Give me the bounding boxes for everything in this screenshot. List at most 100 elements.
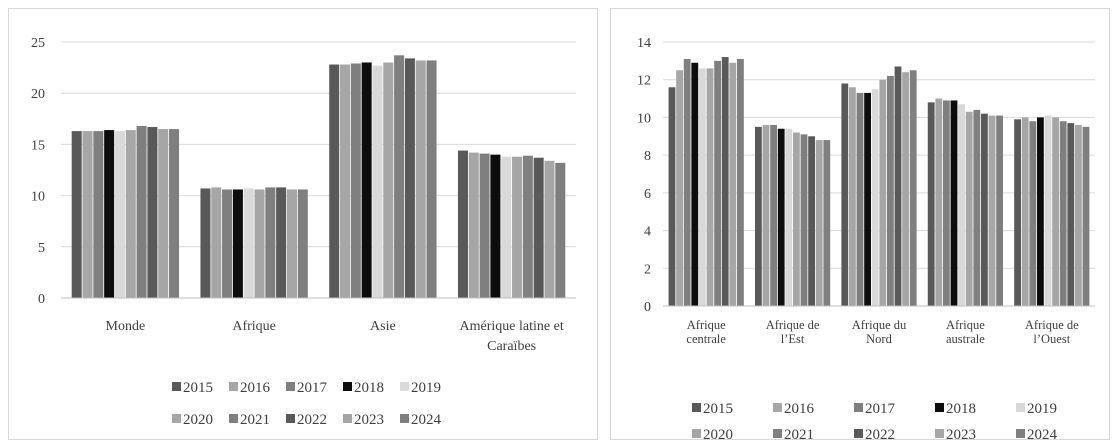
bar [211, 187, 222, 298]
bar [729, 62, 737, 306]
legend-label: 2018 [354, 380, 384, 396]
category-label: Afrique de l’Ouest [1025, 318, 1079, 346]
legend-swatch [172, 414, 181, 423]
bar [1067, 123, 1075, 306]
y-tick-label: 20 [31, 87, 45, 102]
bar [1014, 119, 1021, 306]
bar [737, 58, 744, 306]
legend-label: 2015 [703, 401, 733, 417]
bar [265, 187, 276, 298]
bar [1059, 121, 1067, 306]
bar [169, 129, 180, 298]
legend-swatch [400, 382, 409, 391]
y-tick-label: 10 [637, 111, 651, 126]
y-tick-label: 5 [38, 241, 45, 256]
legend-swatch [773, 429, 782, 438]
bar [793, 132, 800, 306]
legend-label: 2019 [411, 380, 441, 396]
legend-swatch [692, 403, 701, 412]
bar [222, 189, 233, 298]
bar [706, 68, 714, 307]
bar [533, 157, 544, 298]
legend-swatch [229, 414, 238, 423]
bar [668, 87, 676, 306]
legend-swatch [286, 414, 295, 423]
bar [871, 89, 879, 307]
bar [544, 160, 555, 298]
bar [297, 189, 308, 298]
bar [1075, 124, 1082, 306]
bar [785, 128, 793, 306]
bar [1021, 117, 1029, 306]
bar [864, 92, 871, 307]
legend-label: 2022 [865, 427, 895, 439]
bar [361, 62, 372, 299]
legend-label: 2017 [865, 401, 896, 417]
bar [426, 60, 437, 298]
legend-label: 2015 [183, 380, 213, 396]
bar [340, 64, 351, 298]
bar [909, 70, 917, 307]
legend-label: 2023 [354, 412, 384, 428]
y-tick-label: 12 [637, 74, 651, 89]
bar [958, 104, 965, 306]
bar [691, 62, 699, 306]
bar [902, 72, 910, 306]
legend-swatch [343, 414, 352, 423]
bar [512, 156, 523, 298]
bar [501, 156, 512, 298]
category-label: Afrique centrale [686, 318, 726, 346]
bar [754, 126, 762, 306]
bar [894, 66, 902, 306]
bar [770, 124, 777, 306]
legend-swatch [343, 382, 352, 391]
bar [856, 92, 864, 307]
y-tick-label: 2 [644, 262, 651, 277]
bar [254, 189, 265, 298]
bar [232, 189, 243, 298]
bar [879, 79, 887, 306]
bar [350, 63, 361, 299]
legend-label: 2021 [784, 427, 814, 439]
bar [147, 126, 158, 298]
bar [965, 111, 973, 307]
legend-swatch [935, 429, 944, 438]
bar [457, 150, 468, 298]
bar [394, 55, 405, 299]
bar [841, 83, 849, 306]
legend-label: 2016 [240, 380, 271, 396]
y-tick-label: 10 [31, 190, 45, 205]
bar [935, 98, 943, 306]
bar [973, 109, 981, 306]
legend-swatch [854, 429, 863, 438]
y-tick-label: 0 [38, 292, 45, 307]
chart-panel-regions: 0 5 10 15 20 25 Monde Afrique Asie Amérique latin… [8, 8, 598, 440]
bar [815, 140, 823, 306]
bar [927, 102, 935, 306]
category-label: Afrique du Nord [852, 318, 907, 346]
bar [383, 62, 394, 299]
bar [848, 87, 856, 306]
category-label: Afrique [232, 319, 276, 334]
bar [950, 100, 958, 306]
legend-label: 2021 [240, 412, 270, 428]
y-tick-label: 6 [644, 187, 651, 202]
bar [1044, 115, 1052, 307]
legend-label: 2018 [946, 401, 976, 417]
bar [415, 60, 426, 298]
category-label: Afrique australe [946, 318, 985, 346]
bar [676, 70, 683, 307]
bar [1082, 126, 1090, 306]
bar [823, 140, 831, 306]
legend-swatch [229, 382, 238, 391]
legend-label: 2020 [183, 412, 213, 428]
bar [329, 64, 340, 298]
y-tick-label: 8 [644, 149, 651, 164]
legend-label: 2024 [1027, 427, 1058, 439]
bar [82, 131, 93, 298]
category-label: Asie [370, 319, 396, 334]
y-tick-label: 15 [31, 138, 45, 153]
legend-label: 2020 [703, 427, 733, 439]
legend-label: 2023 [946, 427, 976, 439]
bar [1036, 117, 1044, 306]
